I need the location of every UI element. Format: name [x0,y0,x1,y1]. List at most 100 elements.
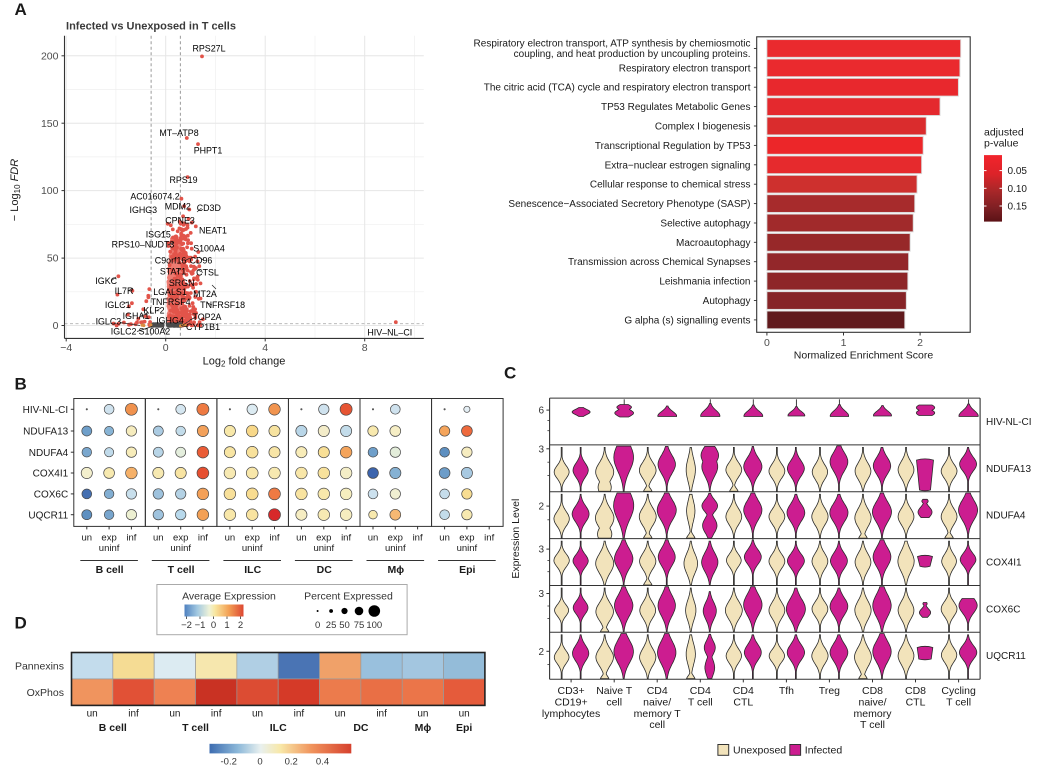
svg-text:CD4: CD4 [647,685,668,697]
svg-text:inf: inf [198,533,208,544]
svg-text:un: un [169,709,180,720]
svg-text:Epi: Epi [456,722,472,734]
svg-text:The citric acid (TCA) cycle an: The citric acid (TCA) cycle and respirat… [484,83,751,94]
svg-text:cell: cell [606,696,622,708]
svg-text:memory: memory [854,708,893,720]
svg-text:Leishmania infection: Leishmania infection [659,277,750,288]
svg-text:Expression Level: Expression Level [510,499,522,579]
svg-text:Naive T: Naive T [596,685,633,697]
svg-text:p-value: p-value [984,138,1019,150]
svg-text:exp: exp [459,533,474,544]
svg-text:adjusted: adjusted [984,127,1024,139]
svg-text:Treg: Treg [819,685,840,697]
svg-text:LGALS1: LGALS1 [153,287,187,297]
svg-text:− Log10 FDR: − Log10 FDR [9,159,22,221]
svg-text:1: 1 [841,337,847,349]
svg-text:NDUFA4: NDUFA4 [29,448,69,459]
svg-text:IGHG3: IGHG3 [129,205,157,215]
svg-text:OxPhos: OxPhos [27,687,64,699]
svg-text:3: 3 [539,589,545,600]
svg-text:NDUFA13: NDUFA13 [23,427,68,438]
svg-text:−4: −4 [60,342,72,354]
svg-text:TOP2A: TOP2A [193,312,222,322]
svg-text:uninf: uninf [170,543,191,554]
svg-text:coupling, and heat production: coupling, and heat production by uncoupl… [514,49,751,60]
svg-text:IGHA1: IGHA1 [123,311,150,321]
svg-text:NDUFA13: NDUFA13 [986,464,1031,475]
svg-text:COX4I1: COX4I1 [33,469,69,480]
svg-text:8: 8 [362,342,368,354]
svg-text:T cell: T cell [168,564,195,576]
svg-text:CD3D: CD3D [197,203,221,213]
svg-text:75: 75 [354,620,365,631]
svg-text:Unexposed: Unexposed [733,745,786,757]
svg-text:COX6C: COX6C [34,490,68,501]
svg-text:G alpha (s) signalling events: G alpha (s) signalling events [624,315,750,326]
svg-text:HIV-NL-CI: HIV-NL-CI [986,417,1032,428]
svg-text:IGKC: IGKC [95,276,117,286]
svg-text:0: 0 [163,342,169,354]
svg-text:Normalized Enrichment Score: Normalized Enrichment Score [794,350,934,362]
svg-text:COX4I1: COX4I1 [986,558,1022,569]
svg-text:25: 25 [326,620,337,631]
svg-text:CD4: CD4 [690,685,711,697]
svg-text:CTL: CTL [733,696,753,708]
svg-text:un: un [252,709,263,720]
svg-text:RPS19: RPS19 [169,175,197,185]
svg-text:0: 0 [315,620,320,631]
svg-text:CTL: CTL [906,696,926,708]
svg-text:50: 50 [339,620,350,631]
svg-text:CD19+: CD19+ [555,696,588,708]
svg-text:1: 1 [224,620,229,631]
svg-text:COX6C: COX6C [986,604,1020,615]
svg-text:0.15: 0.15 [1008,202,1028,213]
svg-text:Average Expression: Average Expression [182,591,276,603]
svg-text:Selective autophagy: Selective autophagy [660,219,750,230]
svg-text:S100A2: S100A2 [139,326,171,336]
svg-text:ILC: ILC [270,722,287,734]
svg-text:PHPT1: PHPT1 [194,146,223,156]
svg-text:Cycling: Cycling [941,685,976,697]
svg-text:3: 3 [539,444,545,455]
svg-text:−2: −2 [181,620,192,631]
svg-text:200: 200 [41,50,59,62]
svg-text:Tfh: Tfh [779,685,794,697]
svg-text:Respiratory electron transport: Respiratory electron transport [619,63,751,74]
svg-text:Infected vs Unexposed in T cel: Infected vs Unexposed in T cells [66,20,236,32]
svg-text:TNFRSF18: TNFRSF18 [200,300,245,310]
svg-text:HIV-NL-CI: HIV-NL-CI [23,405,69,416]
svg-text:IGLC1: IGLC1 [105,300,131,310]
svg-text:TNFRSF4: TNFRSF4 [151,297,191,307]
svg-text:100: 100 [366,620,382,631]
svg-text:un: un [417,709,428,720]
svg-text:4: 4 [262,342,268,354]
svg-text:0.4: 0.4 [316,757,329,768]
svg-text:A: A [15,0,27,19]
svg-text:TP53 Regulates Metabolic Genes: TP53 Regulates Metabolic Genes [601,102,751,113]
svg-text:CD4: CD4 [733,685,754,697]
svg-text:CTSL: CTSL [196,267,219,277]
svg-text:inf: inf [484,533,494,544]
svg-text:exp: exp [388,533,403,544]
svg-text:Cellular response to chemical: Cellular response to chemical stress [590,180,751,191]
svg-text:NEAT1: NEAT1 [199,225,227,235]
svg-text:Pannexins: Pannexins [15,660,64,672]
svg-text:IGLC3: IGLC3 [96,316,122,326]
svg-text:inf: inf [211,709,222,720]
svg-text:exp: exp [173,533,188,544]
svg-text:S100A4: S100A4 [193,244,225,254]
svg-text:T cell: T cell [182,722,209,734]
svg-text:B cell: B cell [99,722,127,734]
svg-text:D: D [15,614,27,633]
svg-text:Mϕ: Mϕ [415,722,432,734]
svg-text:DC: DC [353,722,369,734]
svg-text:2: 2 [539,502,545,513]
svg-text:-0.2: -0.2 [221,757,237,768]
svg-text:CYP1B1: CYP1B1 [186,322,220,332]
svg-text:100: 100 [41,185,59,197]
svg-text:RPS10–NUDT3: RPS10–NUDT3 [112,240,175,250]
svg-text:exp: exp [101,533,116,544]
svg-text:CD8: CD8 [905,685,926,697]
svg-text:KLF2: KLF2 [143,306,164,316]
svg-text:uninf: uninf [242,543,263,554]
